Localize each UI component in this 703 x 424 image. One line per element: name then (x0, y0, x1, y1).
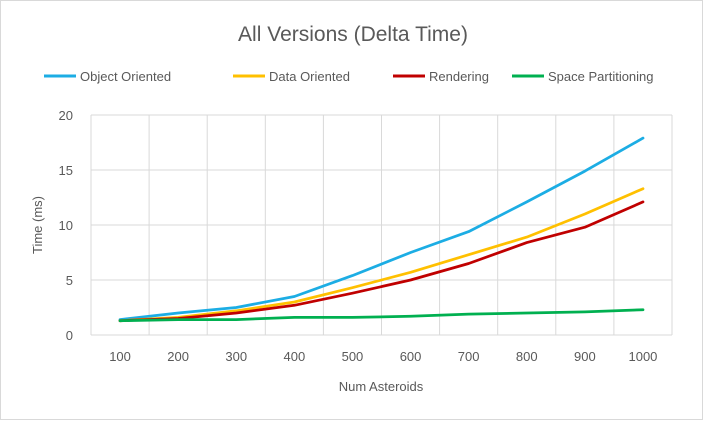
x-tick-label: 600 (400, 349, 422, 364)
series-line-data-oriented (118, 187, 645, 323)
y-tick-label: 15 (59, 163, 73, 178)
y-axis-ticks: 0 5 10 15 20 (59, 108, 73, 343)
series-lines (118, 136, 645, 323)
x-tick-label: 900 (574, 349, 596, 364)
x-tick-label: 400 (283, 349, 305, 364)
series-line-object-oriented (118, 136, 645, 321)
x-axis-title: Num Asteroids (339, 379, 424, 394)
legend-label: Rendering (429, 69, 489, 84)
legend: Object Oriented Data Oriented Rendering Spa… (44, 69, 654, 84)
x-tick-label: 700 (458, 349, 480, 364)
x-tick-label: 100 (109, 349, 131, 364)
y-tick-label: 10 (59, 218, 73, 233)
y-tick-label: 0 (66, 328, 73, 343)
gridlines (90, 114, 673, 336)
legend-label: Data Oriented (269, 69, 350, 84)
y-tick-label: 20 (59, 108, 73, 123)
x-tick-label: 300 (225, 349, 247, 364)
chart-title: All Versions (Delta Time) (238, 23, 468, 46)
x-axis-ticks: 100 200 300 400 500 600 700 800 900 1000 (109, 349, 657, 364)
y-axis-title: Time (ms) (30, 196, 45, 254)
series-line-rendering (118, 200, 645, 323)
y-tick-label: 5 (66, 273, 73, 288)
legend-label: Object Oriented (80, 69, 171, 84)
legend-label: Space Partitioning (548, 69, 654, 84)
x-tick-label: 800 (516, 349, 538, 364)
x-tick-label: 200 (167, 349, 189, 364)
series-line-space-partitioning (118, 308, 645, 323)
x-tick-label: 500 (342, 349, 364, 364)
x-tick-label: 1000 (628, 349, 657, 364)
